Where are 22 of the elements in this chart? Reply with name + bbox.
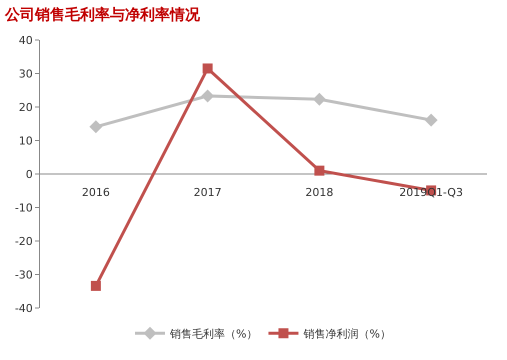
y-tick-label: -30 [14,268,33,282]
point [89,120,102,134]
legend-label: 销售净利润（%） [302,328,391,341]
x-tick-label: 2017 [194,186,222,199]
y-tick-label: 10 [18,134,33,148]
point [202,63,213,74]
y-tick-label: 20 [18,100,33,114]
chart-title: 公司销售毛利率与净利率情况 [4,6,202,24]
y-tick-label: 40 [18,34,33,47]
point [312,92,326,106]
y-tick-label: 30 [18,67,33,80]
y-tick-label: -10 [14,201,33,214]
point [90,280,101,291]
legend-label: 销售毛利率（%） [169,328,258,341]
point [314,166,324,176]
point [201,89,214,102]
x-tick-label: 2016 [82,186,110,199]
y-tick-label: -20 [14,234,33,248]
y-tick-label: -40 [14,302,33,315]
x-tick-label: 2018 [305,186,334,199]
point [424,114,438,127]
y-tick-label: 0 [26,168,33,181]
